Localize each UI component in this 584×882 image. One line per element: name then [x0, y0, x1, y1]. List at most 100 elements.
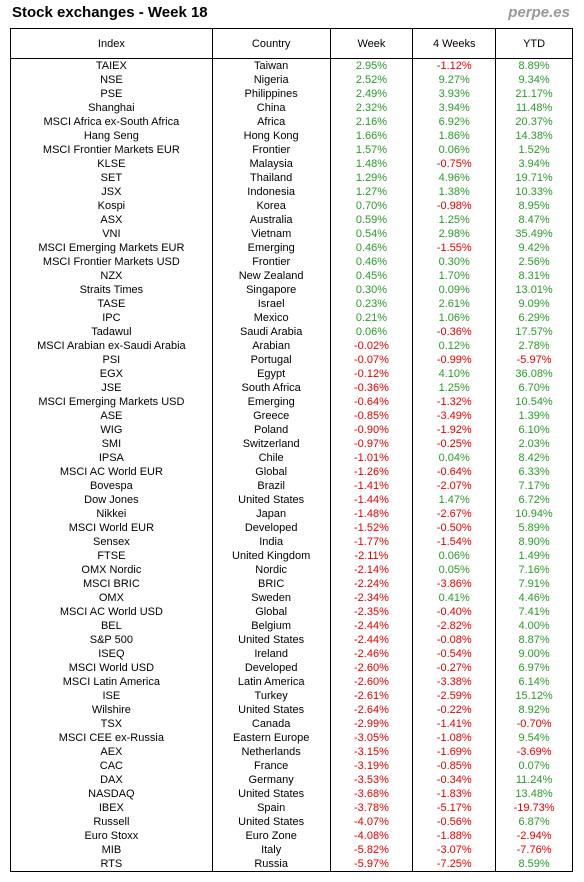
value-cell: 0.06% — [412, 549, 497, 563]
text-cell: MSCI AC World USD — [10, 605, 213, 619]
value-cell: 19.71% — [495, 171, 573, 185]
value-cell: -1.41% — [412, 717, 497, 731]
value-cell: 0.70% — [329, 199, 414, 213]
value-cell: -0.36% — [329, 381, 414, 395]
text-cell: ASE — [10, 409, 213, 423]
table-row: TASE Israel 0.23% 2.61% 9.09% — [10, 297, 573, 311]
value-cell: -2.14% — [329, 563, 414, 577]
value-cell: -5.17% — [412, 801, 497, 815]
table-row: Bovespa Brazil -1.41% -2.07% 7.17% — [10, 479, 573, 493]
table-row: OMX Sweden -2.34% 0.41% 4.46% — [10, 591, 573, 605]
value-cell: -0.08% — [412, 633, 497, 647]
value-cell: -3.78% — [329, 801, 414, 815]
text-cell: Italy — [211, 843, 331, 857]
value-cell: -2.60% — [329, 675, 414, 689]
value-cell: 8.42% — [495, 451, 573, 465]
table-row: PSE Philippines 2.49% 3.93% 21.17% — [10, 87, 573, 101]
text-cell: NSE — [10, 73, 213, 87]
text-cell: CAC — [10, 759, 213, 773]
table-row: Dow Jones United States -1.44% 1.47% 6.72% — [10, 493, 573, 507]
value-cell: -5.97% — [495, 353, 573, 367]
value-cell: 6.72% — [495, 493, 573, 507]
text-cell: JSE — [10, 381, 213, 395]
table-row: NASDAQ United States -3.68% -1.83% 13.48% — [10, 787, 573, 801]
value-cell: 1.27% — [329, 185, 414, 199]
text-cell: PSE — [10, 87, 213, 101]
table-row: JSX Indonesia 1.27% 1.38% 10.33% — [10, 185, 573, 199]
value-cell: -0.75% — [412, 157, 497, 171]
text-cell: Malaysia — [211, 157, 331, 171]
value-cell: -3.38% — [412, 675, 497, 689]
value-cell: -1.44% — [329, 493, 414, 507]
table-row: TAIEX Taiwan 2.95% -1.12% 8.89% — [10, 58, 573, 73]
value-cell: 4.00% — [495, 619, 573, 633]
value-cell: -0.64% — [412, 465, 497, 479]
value-cell: -2.94% — [495, 829, 573, 843]
text-cell: Germany — [211, 773, 331, 787]
value-cell: -0.25% — [412, 437, 497, 451]
value-cell: 7.16% — [495, 563, 573, 577]
text-cell: Singapore — [211, 283, 331, 297]
value-cell: -3.53% — [329, 773, 414, 787]
value-cell: 36.08% — [495, 367, 573, 381]
value-cell: 1.06% — [412, 311, 497, 325]
value-cell: -3.07% — [412, 843, 497, 857]
value-cell: 1.29% — [329, 171, 414, 185]
table-row: FTSE United Kingdom -2.11% 0.06% 1.49% — [10, 549, 573, 563]
value-cell: 1.38% — [412, 185, 497, 199]
value-cell: -1.32% — [412, 395, 497, 409]
value-cell: -0.02% — [329, 339, 414, 353]
text-cell: MSCI World EUR — [10, 521, 213, 535]
value-cell: -1.12% — [412, 58, 497, 73]
text-cell: Nigeria — [211, 73, 331, 87]
table-row: MSCI Africa ex-South Africa Africa 2.16% 6.… — [10, 115, 573, 129]
value-cell: 11.48% — [495, 101, 573, 115]
value-cell: 1.66% — [329, 129, 414, 143]
text-cell: Global — [211, 465, 331, 479]
value-cell: -0.50% — [412, 521, 497, 535]
text-cell: Emerging — [211, 395, 331, 409]
value-cell: -1.01% — [329, 451, 414, 465]
text-cell: Wilshire — [10, 703, 213, 717]
value-cell: 0.05% — [412, 563, 497, 577]
value-cell: 0.41% — [412, 591, 497, 605]
value-cell: 4.96% — [412, 171, 497, 185]
value-cell: -2.35% — [329, 605, 414, 619]
table-row: ASX Australia 0.59% 1.25% 8.47% — [10, 213, 573, 227]
column-header: YTD — [495, 28, 573, 59]
text-cell: Developed — [211, 521, 331, 535]
text-cell: United States — [211, 815, 331, 829]
value-cell: 7.91% — [495, 577, 573, 591]
table-row: MSCI Arabian ex-Saudi Arabia Arabian -0.02… — [10, 339, 573, 353]
table-row: WIG Poland -0.90% -1.92% 6.10% — [10, 423, 573, 437]
text-cell: United States — [211, 703, 331, 717]
value-cell: 1.47% — [412, 493, 497, 507]
value-cell: -2.82% — [412, 619, 497, 633]
column-header: Country — [211, 28, 331, 59]
value-cell: 9.00% — [495, 647, 573, 661]
value-cell: 8.90% — [495, 535, 573, 549]
text-cell: BEL — [10, 619, 213, 633]
text-cell: Sensex — [10, 535, 213, 549]
text-cell: MSCI World USD — [10, 661, 213, 675]
text-cell: Russia — [211, 857, 331, 872]
value-cell: -5.97% — [329, 857, 414, 872]
value-cell: 8.87% — [495, 633, 573, 647]
text-cell: MSCI Emerging Markets USD — [10, 395, 213, 409]
table-row: TSX Canada -2.99% -1.41% -0.70% — [10, 717, 573, 731]
text-cell: BRIC — [211, 577, 331, 591]
value-cell: -0.64% — [329, 395, 414, 409]
source: perpe.es — [508, 4, 570, 21]
value-cell: 10.33% — [495, 185, 573, 199]
table-row: IPC Mexico 0.21% 1.06% 6.29% — [10, 311, 573, 325]
value-cell: -2.46% — [329, 647, 414, 661]
value-cell: 8.59% — [495, 857, 573, 872]
value-cell: 8.89% — [495, 58, 573, 73]
text-cell: SET — [10, 171, 213, 185]
value-cell: -0.99% — [412, 353, 497, 367]
value-cell: 2.03% — [495, 437, 573, 451]
value-cell: -1.08% — [412, 731, 497, 745]
text-cell: ASX — [10, 213, 213, 227]
value-cell: -0.97% — [329, 437, 414, 451]
